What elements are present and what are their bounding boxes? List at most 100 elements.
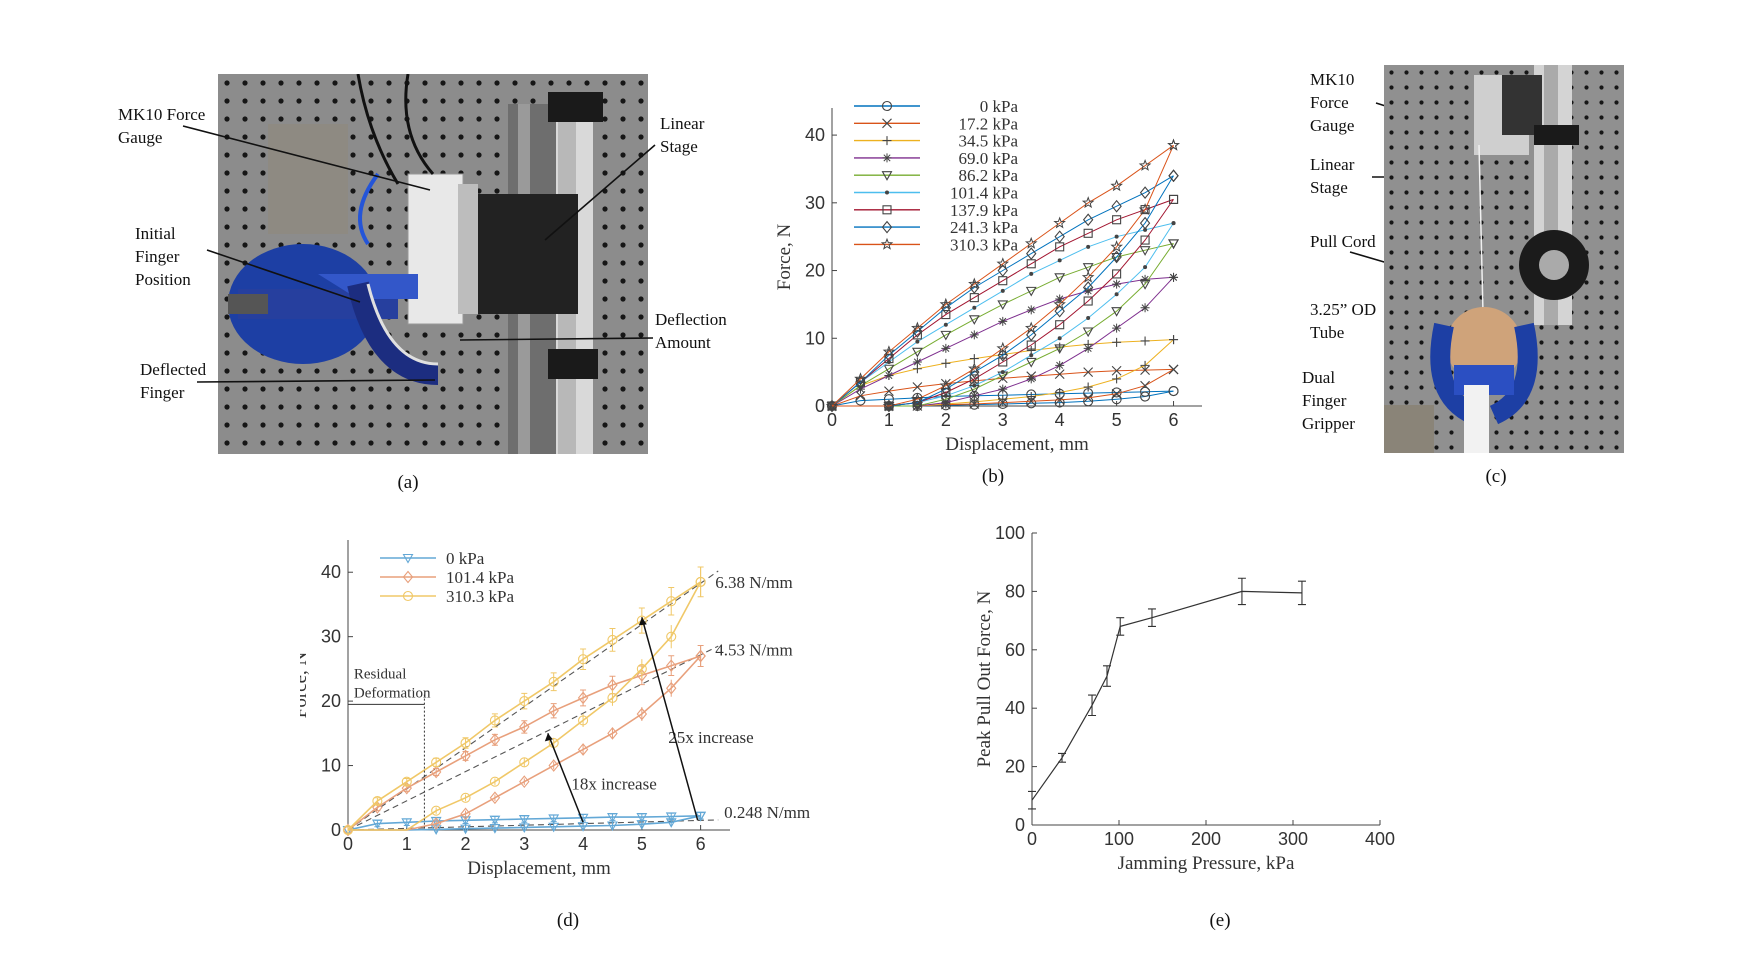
data-point xyxy=(972,383,977,388)
x-tick-label: 4 xyxy=(578,834,588,854)
series-line xyxy=(831,175,1174,407)
callout-a-deflection-amount: Deflection Amount xyxy=(655,310,727,352)
error-bar xyxy=(462,750,469,761)
error-bar xyxy=(550,672,557,692)
data-point xyxy=(577,691,589,705)
callout-a-linear-stage: Linear Stage xyxy=(660,114,705,156)
legend-marker xyxy=(402,553,414,564)
error-bar xyxy=(433,757,440,767)
data-point xyxy=(968,362,981,375)
data-point xyxy=(577,743,589,756)
data-point xyxy=(996,341,1010,354)
data-point xyxy=(997,300,1009,311)
data-point xyxy=(855,375,866,389)
data-point xyxy=(607,821,618,832)
data-point xyxy=(695,576,706,587)
legend-marker xyxy=(402,570,414,584)
data-point xyxy=(1112,323,1122,333)
photo-a-drawing xyxy=(218,74,648,454)
caption-a: (a) xyxy=(397,472,419,493)
error-bar xyxy=(668,655,675,677)
x-tick-label: 400 xyxy=(1365,829,1395,849)
data-point xyxy=(519,775,530,789)
y-tick-label: 100 xyxy=(995,525,1025,543)
y-tick-label: 20 xyxy=(1005,757,1025,777)
data-point xyxy=(666,681,677,695)
data-point xyxy=(1138,202,1152,215)
legend-marker xyxy=(882,153,892,163)
data-point xyxy=(1029,271,1034,276)
data-point xyxy=(998,394,1008,404)
data-point xyxy=(911,321,924,334)
data-point xyxy=(1082,263,1094,273)
data-point xyxy=(1169,272,1179,282)
data-point xyxy=(1111,365,1122,376)
data-point xyxy=(401,776,412,787)
data-point xyxy=(518,823,530,834)
data-point xyxy=(1029,353,1034,358)
legend-label: 310.3 kPa xyxy=(950,235,1018,254)
data-point xyxy=(940,301,952,315)
data-point xyxy=(1083,228,1093,238)
data-point xyxy=(1054,344,1066,355)
data-point xyxy=(1140,274,1150,284)
data-point xyxy=(1114,234,1119,239)
data-point xyxy=(1057,336,1062,341)
data-point xyxy=(1167,138,1180,151)
annotation-18x: 18x increase xyxy=(571,774,656,793)
data-point xyxy=(489,776,500,787)
data-point xyxy=(401,818,413,828)
data-point xyxy=(1083,296,1093,306)
data-point xyxy=(1110,240,1123,253)
data-point xyxy=(883,348,895,362)
callout-c-gripper: Dual Finger Gripper xyxy=(1302,368,1355,433)
data-point xyxy=(665,812,677,823)
data-point xyxy=(915,339,920,344)
data-point xyxy=(1025,286,1037,297)
y-axis-label: Force, N xyxy=(300,651,311,718)
error-bar xyxy=(462,737,469,749)
x-tick-label: 0 xyxy=(343,834,353,854)
data-point xyxy=(1054,397,1065,408)
data-point xyxy=(941,343,951,353)
data-point xyxy=(969,354,979,364)
x-tick-label: 200 xyxy=(1191,829,1221,849)
data-point xyxy=(1054,395,1065,405)
data-point xyxy=(1111,252,1123,263)
data-point xyxy=(1168,386,1179,397)
x-axis-label: Displacement, mm xyxy=(467,858,611,879)
data-point xyxy=(666,659,677,673)
x-tick-label: 5 xyxy=(1112,410,1122,430)
data-point xyxy=(1000,288,1005,293)
y-tick-label: 10 xyxy=(805,328,825,348)
data-point xyxy=(911,392,924,405)
data-point xyxy=(969,330,979,340)
data-point xyxy=(636,668,648,682)
y-tick-label: 40 xyxy=(805,125,825,145)
data-point xyxy=(1086,315,1091,320)
y-tick-label: 60 xyxy=(1005,640,1025,660)
data-point xyxy=(1026,392,1036,402)
data-point xyxy=(1083,367,1094,378)
data-point xyxy=(1112,279,1122,289)
caption-b: (b) xyxy=(981,466,1005,487)
x-tick-label: 100 xyxy=(1104,829,1134,849)
data-point xyxy=(1054,369,1065,380)
legend-marker xyxy=(880,237,894,250)
error-bar xyxy=(1147,608,1156,627)
data-point xyxy=(548,676,559,687)
error-bar xyxy=(668,586,675,616)
data-point xyxy=(1082,327,1094,338)
legend-label: 86.2 kPa xyxy=(959,166,1019,185)
data-point xyxy=(1168,239,1179,250)
data-point xyxy=(1140,360,1150,370)
fit-label: 4.53 N/mm xyxy=(715,641,792,660)
data-point xyxy=(912,325,923,338)
data-point xyxy=(548,704,559,718)
error-bar xyxy=(1297,580,1306,606)
x-axis-label: Displacement, mm xyxy=(945,434,1089,455)
legend-label: 17.2 kPa xyxy=(959,114,1019,133)
data-point xyxy=(578,715,589,726)
data-point xyxy=(883,364,895,375)
y-tick-label: 20 xyxy=(321,691,341,711)
